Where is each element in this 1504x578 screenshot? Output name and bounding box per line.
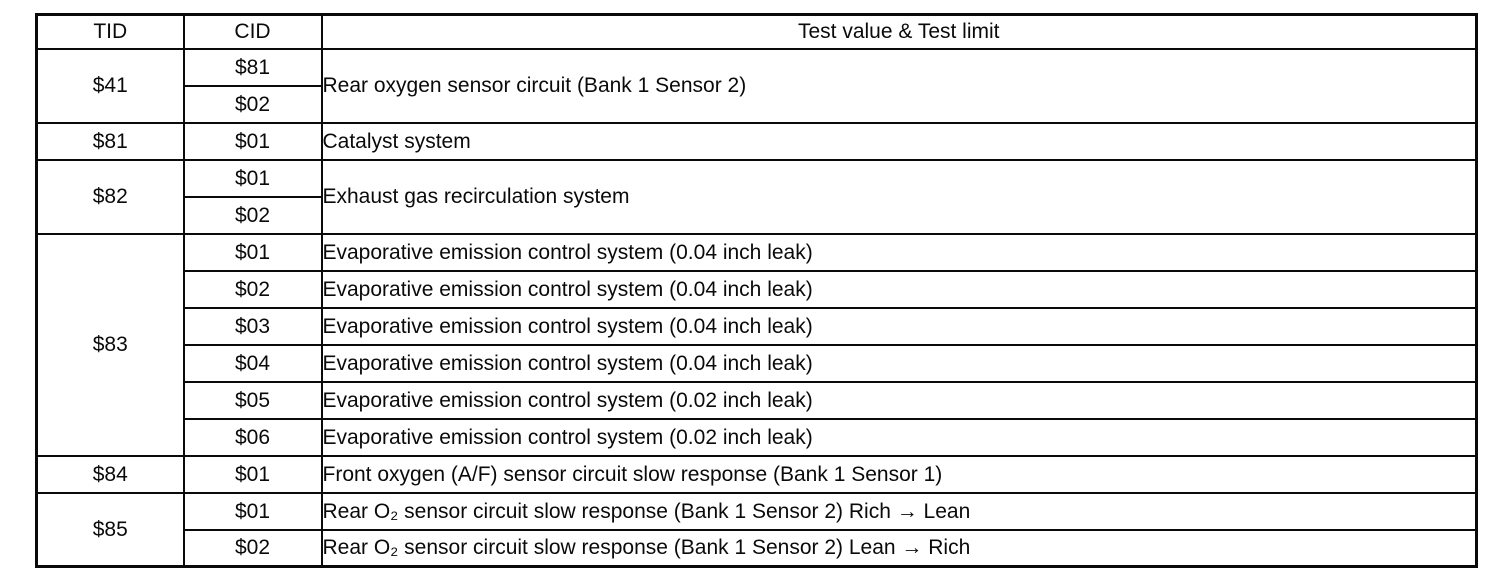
desc-cell: Evaporative emission control system (0.0… — [320, 232, 1478, 272]
header-test-value-limit: Test value & Test limit — [320, 13, 1478, 50]
table-row: $02 — [37, 84, 1477, 124]
table-row: $02 Evaporative emission control system … — [37, 269, 1478, 309]
table-row: $84 $01 Front oxygen (A/F) sensor circui… — [35, 454, 1478, 494]
cid-cell: $01 — [182, 454, 323, 494]
cid-cell: $02 — [182, 528, 323, 568]
table-row: $02 Rear O₂ sensor circuit slow response… — [37, 528, 1478, 568]
table-row: $06 Evaporative emission control system … — [37, 417, 1478, 457]
tid-cid-test-table: TID CID Test value & Test limit $41 $81 … — [35, 13, 1478, 568]
desc-cell: Evaporative emission control system (0.0… — [320, 417, 1478, 457]
desc-cell: Evaporative emission control system (0.0… — [320, 269, 1478, 309]
desc-cell: Rear O₂ sensor circuit slow response (Ba… — [320, 491, 1478, 531]
cid-cell: $01 — [182, 121, 323, 161]
table-row: $85 $01 Rear O₂ sensor circuit slow resp… — [35, 491, 1478, 568]
desc-cell: Exhaust gas recirculation system — [320, 158, 1478, 235]
cid-cell: $04 — [182, 343, 323, 383]
desc-cell: Rear O₂ sensor circuit slow response (Ba… — [320, 528, 1478, 568]
table-row: $81 $01 Catalyst system — [35, 121, 1478, 161]
tid-cell: $83 — [35, 232, 185, 457]
table-row: $02 — [37, 195, 1477, 235]
table-row: $04 Evaporative emission control system … — [37, 343, 1478, 383]
cid-cell: $81 — [182, 47, 323, 87]
tid-cell: $81 — [35, 121, 185, 161]
desc-cell: Rear oxygen sensor circuit (Bank 1 Senso… — [320, 47, 1478, 124]
desc-cell: Evaporative emission control system (0.0… — [320, 380, 1478, 420]
desc-cell: Evaporative emission control system (0.0… — [320, 306, 1478, 346]
table-row: $03 Evaporative emission control system … — [37, 306, 1478, 346]
desc-cell: Catalyst system — [320, 121, 1478, 161]
header-cid: CID — [182, 13, 323, 50]
cid-cell: $05 — [182, 380, 323, 420]
desc-cell: Evaporative emission control system (0.0… — [320, 343, 1478, 383]
tid-cell: $41 — [35, 47, 185, 124]
cid-cell: $06 — [182, 417, 323, 457]
header-row: TID CID Test value & Test limit — [35, 13, 1478, 50]
cid-cell: $02 — [182, 269, 323, 309]
tid-cell: $82 — [35, 158, 185, 235]
table-row: $41 $81 Rear oxygen sensor circuit (Bank… — [35, 47, 1478, 124]
cid-cell: $01 — [182, 158, 323, 198]
cid-cell: $03 — [182, 306, 323, 346]
tid-cell: $85 — [35, 491, 185, 568]
header-tid: TID — [35, 13, 185, 50]
cid-cell: $02 — [182, 195, 323, 235]
cid-cell: $02 — [182, 84, 323, 124]
desc-cell: Front oxygen (A/F) sensor circuit slow r… — [320, 454, 1478, 494]
tid-cell: $84 — [35, 454, 185, 494]
cid-cell: $01 — [182, 232, 323, 272]
table-row: $83 $01 Evaporative emission control sys… — [35, 232, 1478, 457]
table-row: $05 Evaporative emission control system … — [37, 380, 1478, 420]
cid-cell: $01 — [182, 491, 323, 531]
table-row: $82 $01 Exhaust gas recirculation system — [35, 158, 1478, 235]
